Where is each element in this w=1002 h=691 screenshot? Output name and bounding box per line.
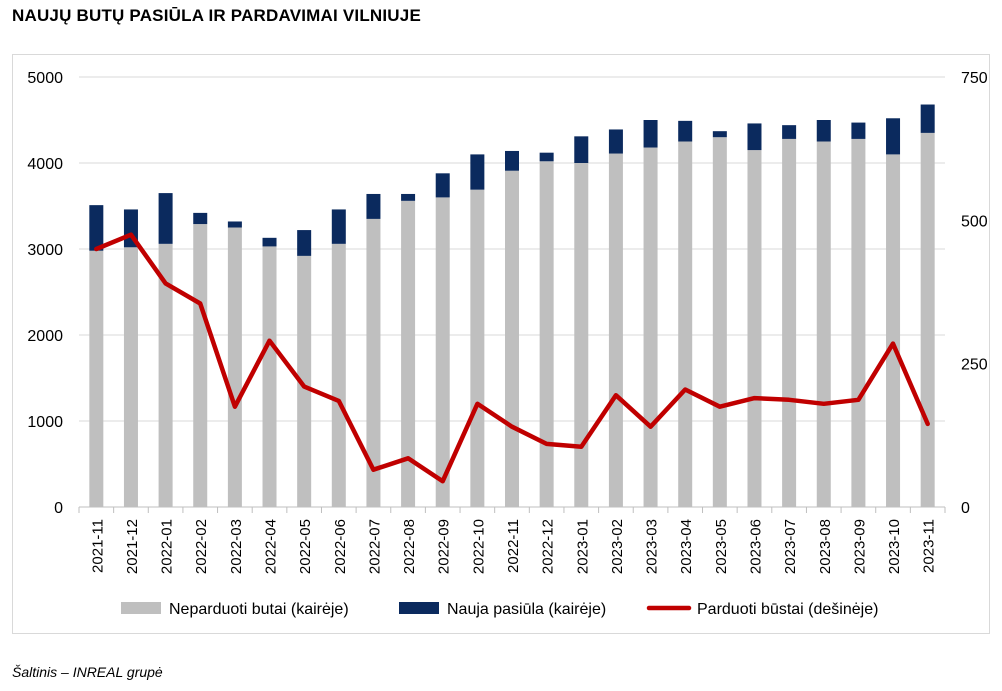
legend-swatch [121,602,161,614]
x-tick-label: 2022-11 [505,519,522,573]
chart-frame: 0 1000 2000 3000 4000 5000 0 250 500 750 2021-11 20… [12,54,990,634]
x-tick-label: 2021-11 [89,519,106,573]
bar-unsold [574,163,589,507]
bar-unsold [782,138,797,508]
y-tick-label-left: 1000 [27,414,63,431]
bar-unsold [608,153,623,507]
line-sold [94,232,930,484]
bar-unsold [123,247,138,507]
bar-new-supply [227,221,242,228]
x-tick-label: 2022-07 [366,519,383,574]
bar-unsold [297,255,312,507]
bar-unsold [712,137,727,507]
y-tick-label-left: 5000 [27,70,63,87]
x-tick-label: 2023-04 [678,519,695,574]
bar-new-supply [262,237,277,247]
bar-new-supply [89,205,104,251]
bar-new-supply [608,129,623,154]
x-tick-label: 2023-10 [886,519,903,574]
x-tick-label: 2022-10 [470,519,487,574]
y-tick-label-right: 500 [961,213,988,230]
x-tick-label: 2023-01 [574,519,591,574]
x-tick-label: 2023-09 [851,519,868,574]
bar-unsold [262,246,277,508]
source-note: Šaltinis – INREAL grupė [12,664,163,680]
bar-new-supply [366,193,381,219]
chart: 0 1000 2000 3000 4000 5000 0 250 500 750 2021-11 20… [27,70,988,618]
bar-new-supply [574,136,589,163]
x-tick-label: 2022-05 [297,519,314,574]
bar-new-supply [435,173,450,198]
x-tick-label: 2022-02 [193,519,210,574]
y-tick-label-left: 2000 [27,328,63,345]
x-tick-label: 2023-06 [747,519,764,574]
bar-unsold [401,200,416,507]
bar-unsold [331,243,346,507]
bar-unsold [470,189,485,507]
bar-unsold [366,218,381,507]
bar-unsold [851,138,866,508]
bar-unsold [505,170,519,507]
bar-new-supply [193,212,208,225]
legend-label: Parduoti būstai (dešinėje) [697,601,878,618]
bar-new-supply [297,230,312,256]
x-tick-label: 2023-08 [817,519,834,574]
y-tick-label-left: 3000 [27,242,63,259]
y-tick-label-left: 4000 [27,156,63,173]
x-tick-label: 2022-06 [332,519,349,574]
bar-unsold [158,243,173,507]
bar-new-supply [920,104,935,133]
bar-new-supply [470,154,485,190]
bar-new-supply [401,193,416,201]
bar-new-supply [539,152,554,162]
bar-new-supply [331,209,346,244]
bar-unsold [886,154,901,507]
bar-new-supply [678,120,693,142]
x-tick-label: 2021-12 [124,519,141,574]
x-tick-label: 2022-03 [228,519,245,574]
bar-unsold [747,150,762,507]
bar-new-supply [712,131,727,138]
bar-unsold [816,141,831,507]
x-tick-label: 2022-12 [540,519,557,574]
legend-label: Nauja pasiūla (kairėje) [447,601,606,618]
bar-new-supply [782,125,797,139]
x-tick-label: 2023-05 [713,519,730,574]
x-tick-label: 2023-03 [644,519,661,574]
bar-unsold [227,227,242,507]
bar-new-supply [816,120,831,142]
legend-label: Neparduoti butai (kairėje) [169,601,349,618]
legend-swatch [399,602,439,614]
x-tick-label: 2022-01 [159,519,176,574]
bar-new-supply [747,123,762,151]
x-tick-label: 2022-04 [263,519,280,574]
bar-unsold [435,197,450,507]
y-tick-label-right: 750 [961,70,988,87]
bar-unsold [89,250,104,507]
y-tick-label-left: 0 [54,500,63,517]
bar-new-supply [643,120,658,148]
bar-unsold [920,132,935,507]
x-tick-label: 2023-11 [921,519,938,573]
bar-unsold [678,141,693,507]
x-tick-label: 2023-02 [609,519,626,574]
page-title: NAUJŲ BUTŲ PASIŪLA IR PARDAVIMAI VILNIUJ… [12,6,421,25]
bar-new-supply [505,150,519,171]
x-tick-label: 2023-07 [782,519,799,574]
x-tick-label: 2022-09 [436,519,453,574]
y-tick-label-right: 250 [961,357,988,374]
y-tick-label-right: 0 [961,500,970,517]
bar-new-supply [158,193,173,244]
bar-unsold [643,147,658,507]
bar-new-supply [851,122,866,139]
bar-new-supply [886,118,901,155]
x-tick-label: 2022-08 [401,519,418,574]
bar-unsold [539,161,554,507]
bar-unsold [193,224,208,507]
